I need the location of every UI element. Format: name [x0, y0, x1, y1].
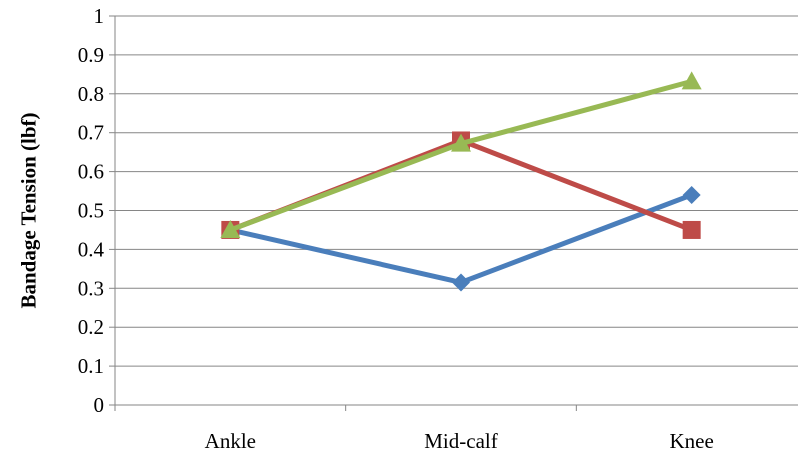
y-tick-label: 0.8: [78, 82, 104, 106]
gridlines: [109, 15, 798, 406]
series-line: [229, 78, 693, 233]
y-axis-tick-labels: 0 0.1 0.2 0.3 0.4 0.5 0.6 0.7 0.8 0.9 1: [78, 4, 105, 417]
series-layer: [220, 71, 702, 292]
series-1: [221, 185, 701, 292]
y-tick-label: 0: [94, 393, 105, 417]
x-axis-ticks: [114, 405, 577, 411]
data-point-marker: [681, 71, 702, 90]
x-axis-tick-labels: Ankle Mid-calf Knee: [205, 429, 714, 453]
y-tick-label: 1: [94, 4, 105, 28]
series-3: [220, 71, 702, 238]
data-point-marker: [682, 220, 701, 239]
axes: [114, 16, 798, 406]
y-tick-label: 0.1: [78, 354, 104, 378]
y-tick-label: 0.4: [78, 237, 105, 261]
y-tick-label: 0.6: [78, 160, 104, 184]
y-tick-label: 0.9: [78, 43, 104, 67]
x-tick-label: Ankle: [205, 429, 256, 453]
y-tick-label: 0.7: [78, 121, 104, 145]
series-line: [229, 192, 693, 285]
data-point-marker: [452, 273, 470, 292]
x-tick-label: Knee: [670, 429, 714, 453]
series-line: [229, 137, 693, 233]
data-point-marker: [682, 185, 701, 204]
data-point-marker: [220, 219, 241, 238]
y-tick-label: 0.2: [78, 315, 104, 339]
y-tick-label: 0.5: [78, 199, 104, 223]
data-point-marker: [451, 133, 471, 152]
y-axis-title: Bandage Tension (lbf): [16, 112, 40, 308]
y-tick-label: 0.3: [78, 276, 104, 300]
x-tick-label: Mid-calf: [424, 429, 497, 453]
